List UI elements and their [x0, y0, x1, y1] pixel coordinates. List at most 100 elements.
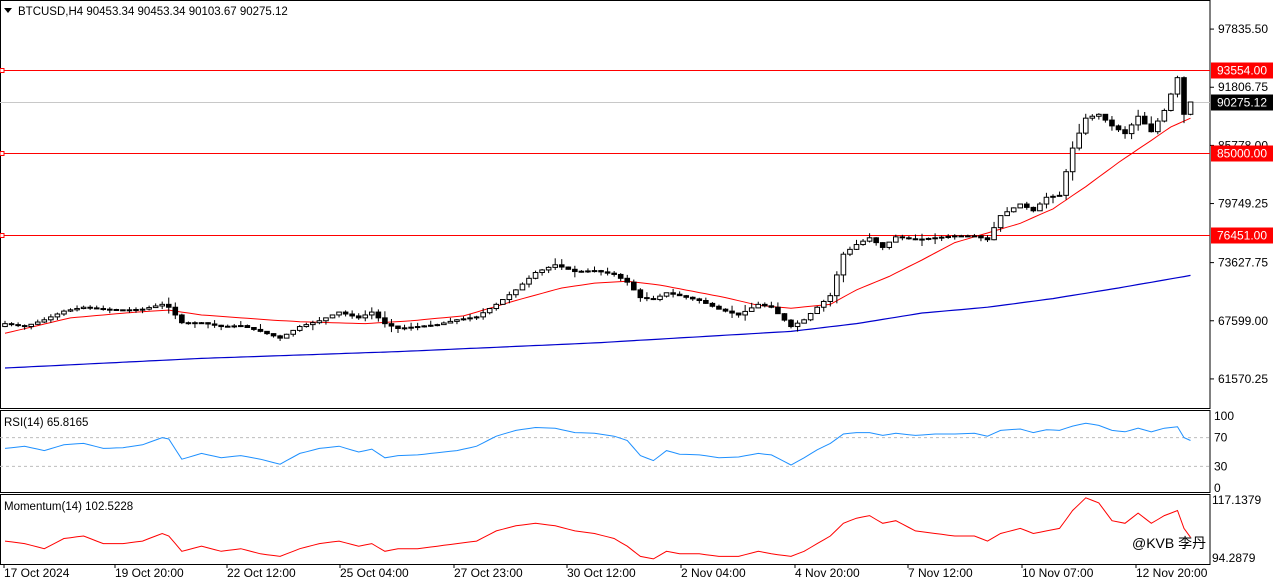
candle-body[interactable]	[493, 303, 500, 310]
candle-body[interactable]	[644, 297, 650, 300]
candle-body[interactable]	[1174, 77, 1181, 95]
candle-body[interactable]	[742, 310, 748, 316]
candle-body[interactable]	[303, 324, 310, 328]
candle-body[interactable]	[80, 306, 87, 310]
candle-body[interactable]	[100, 308, 107, 311]
candle-body[interactable]	[506, 294, 513, 301]
candle-body[interactable]	[807, 313, 814, 321]
candle-body[interactable]	[41, 319, 48, 323]
candle-body[interactable]	[1128, 124, 1135, 135]
candle-body[interactable]	[15, 324, 21, 327]
candle-body[interactable]	[1024, 203, 1030, 208]
candle-body[interactable]	[388, 323, 395, 327]
candle-body[interactable]	[93, 307, 100, 310]
candle-body[interactable]	[676, 293, 683, 297]
candle-body[interactable]	[545, 266, 552, 271]
candle-body[interactable]	[107, 308, 113, 311]
candle-body[interactable]	[179, 314, 185, 324]
candle-body[interactable]	[663, 292, 670, 297]
candle-body[interactable]	[1043, 196, 1050, 205]
candle-body[interactable]	[296, 326, 303, 331]
candle-body[interactable]	[978, 235, 984, 239]
candle-body[interactable]	[879, 242, 886, 248]
candle-body[interactable]	[1141, 115, 1148, 125]
candle-body[interactable]	[768, 305, 775, 308]
candle-body[interactable]	[283, 333, 290, 339]
candle-body[interactable]	[369, 311, 375, 316]
candle-body[interactable]	[159, 303, 165, 307]
candle-body[interactable]	[218, 324, 224, 328]
candle-body[interactable]	[336, 311, 342, 316]
candle-body[interactable]	[434, 324, 441, 327]
candle-body[interactable]	[991, 227, 997, 241]
candle-body[interactable]	[951, 235, 958, 238]
candle-body[interactable]	[316, 320, 323, 324]
candle-body[interactable]	[637, 289, 644, 299]
candle-body[interactable]	[375, 311, 382, 319]
candle-body[interactable]	[827, 295, 834, 302]
candle-body[interactable]	[762, 303, 768, 307]
candle-body[interactable]	[709, 302, 716, 307]
candle-body[interactable]	[906, 237, 912, 240]
candle-body[interactable]	[552, 264, 559, 268]
candle-body[interactable]	[211, 323, 218, 326]
candle-body[interactable]	[703, 299, 709, 304]
candle-body[interactable]	[1102, 113, 1109, 121]
candle-body[interactable]	[270, 333, 277, 337]
candle-body[interactable]	[722, 308, 729, 312]
candle-body[interactable]	[735, 312, 742, 316]
candle-body[interactable]	[801, 319, 807, 324]
candle-body[interactable]	[447, 320, 454, 324]
candle-body[interactable]	[139, 308, 146, 311]
candle-body[interactable]	[290, 329, 296, 335]
candle-body[interactable]	[172, 306, 179, 316]
candle-body[interactable]	[1181, 77, 1187, 115]
candle-body[interactable]	[277, 335, 283, 339]
level-handle[interactable]	[0, 151, 5, 156]
candle-body[interactable]	[1187, 101, 1194, 115]
candle-body[interactable]	[198, 322, 205, 325]
candle-body[interactable]	[873, 237, 879, 244]
level-handle[interactable]	[0, 233, 5, 238]
candle-body[interactable]	[519, 283, 526, 291]
candle-body[interactable]	[919, 238, 925, 241]
candle-body[interactable]	[8, 323, 15, 326]
candle-body[interactable]	[925, 237, 932, 240]
candle-body[interactable]	[185, 322, 192, 325]
candle-body[interactable]	[382, 317, 388, 325]
candle-body[interactable]	[251, 327, 257, 330]
candle-body[interactable]	[238, 325, 244, 328]
candle-body[interactable]	[945, 236, 952, 239]
candle-body[interactable]	[362, 314, 369, 319]
candle-body[interactable]	[1056, 194, 1063, 197]
candle-body[interactable]	[860, 240, 866, 246]
candle-body[interactable]	[781, 313, 788, 321]
candle-body[interactable]	[657, 295, 663, 301]
candle-body[interactable]	[1115, 125, 1122, 131]
candle-body[interactable]	[21, 325, 28, 328]
candle-body[interactable]	[408, 326, 414, 329]
candle-body[interactable]	[257, 328, 264, 332]
candle-body[interactable]	[585, 270, 591, 273]
candle-body[interactable]	[650, 298, 657, 301]
candle-body[interactable]	[578, 270, 585, 273]
candle-body[interactable]	[244, 325, 251, 329]
candle-body[interactable]	[513, 289, 519, 296]
candle-body[interactable]	[1050, 195, 1056, 198]
candle-body[interactable]	[958, 235, 965, 238]
candle-body[interactable]	[572, 268, 578, 273]
candle-body[interactable]	[617, 273, 624, 279]
candle-body[interactable]	[349, 313, 355, 317]
collapse-triangle-icon[interactable]	[4, 8, 12, 13]
candle-body[interactable]	[133, 309, 139, 312]
candle-body[interactable]	[1122, 129, 1128, 135]
candle-body[interactable]	[48, 316, 54, 321]
candle-body[interactable]	[847, 248, 853, 255]
candle-body[interactable]	[1148, 123, 1155, 133]
candle-body[interactable]	[598, 270, 604, 273]
candle-body[interactable]	[355, 315, 362, 319]
candle-body[interactable]	[2, 323, 8, 328]
candle-body[interactable]	[34, 321, 41, 325]
candle-body[interactable]	[1155, 120, 1161, 133]
